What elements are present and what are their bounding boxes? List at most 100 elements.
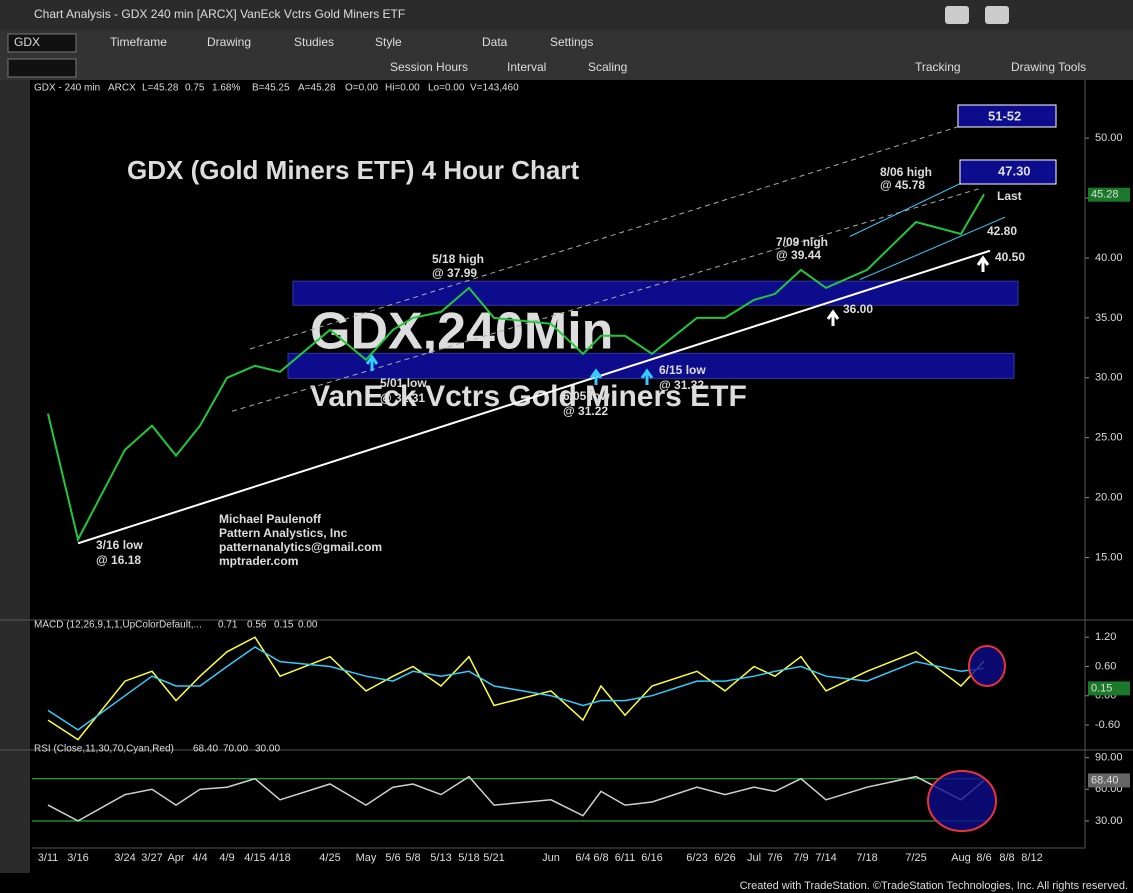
chart-title: GDX (Gold Miners ETF) 4 Hour Chart <box>127 155 579 185</box>
annotation: 8/06 high <box>880 165 932 179</box>
y-tick-label: -0.60 <box>1095 719 1120 731</box>
x-tick-label: 8/6 <box>976 852 991 864</box>
x-tick-label: May <box>356 852 377 864</box>
x-tick-label: 5/13 <box>430 852 451 864</box>
annotation: 3/16 low <box>96 538 143 552</box>
y-tick-label: 15.00 <box>1095 551 1123 563</box>
header-field: V=143,460 <box>470 83 519 94</box>
x-tick-label: 4/15 <box>244 852 265 864</box>
annotation: @ 39.44 <box>776 248 821 262</box>
arrow <box>976 255 990 272</box>
tool-item[interactable]: Scaling <box>588 60 627 74</box>
x-tick-label: Jun <box>542 852 560 864</box>
link-button[interactable] <box>985 6 1009 24</box>
annotation: @ 37.99 <box>432 266 477 280</box>
y-tick-label: 30.00 <box>1095 815 1123 827</box>
arrow <box>826 309 840 326</box>
s-button[interactable] <box>945 6 969 24</box>
target-label: 36.00 <box>843 302 873 316</box>
annotation: 5/18 high <box>432 252 484 266</box>
support-trendline <box>77 249 991 545</box>
x-tick-label: 7/6 <box>767 852 782 864</box>
header-field: GDX - 240 min <box>34 83 100 94</box>
arrow <box>589 368 603 385</box>
x-tick-label: 7/14 <box>815 852 836 864</box>
window-title: Chart Analysis - GDX 240 min [ARCX] VanE… <box>34 7 405 21</box>
target-label: 47.30 <box>998 163 1031 178</box>
status-bar <box>0 873 1133 893</box>
upper-channel <box>249 125 961 350</box>
x-tick-label: 7/25 <box>905 852 926 864</box>
interval-box[interactable] <box>7 58 77 78</box>
header-field: Hi=0.00 <box>385 83 420 94</box>
toolbar <box>0 30 1133 80</box>
x-tick-label: 5/18 <box>458 852 479 864</box>
legend-item: 68.40 <box>193 744 218 755</box>
x-tick-label: 6/16 <box>641 852 662 864</box>
header-field: A=45.28 <box>298 83 336 94</box>
y-tick-label: 20.00 <box>1095 491 1123 503</box>
y-tick-label: 25.00 <box>1095 432 1123 444</box>
x-tick-label: 3/11 <box>38 852 59 864</box>
y-tick-label: 50.00 <box>1095 132 1123 144</box>
x-tick-label: 3/16 <box>67 852 88 864</box>
annotation: @ 31.32 <box>659 378 704 392</box>
header-field: Lo=0.00 <box>428 83 465 94</box>
series-line <box>47 646 985 731</box>
x-tick-label: 4/4 <box>192 852 207 864</box>
annotation: @ 31.31 <box>380 391 425 405</box>
header-field: B=45.25 <box>252 83 290 94</box>
title-bar <box>0 0 1133 30</box>
annotation: @ 16.18 <box>96 553 141 567</box>
tool-item[interactable]: Tracking <box>915 60 961 74</box>
annotation: 6/05 low <box>563 389 610 403</box>
arrow <box>365 354 379 371</box>
x-tick-label: 6/11 <box>615 852 636 864</box>
x-tick-label: 6/26 <box>714 852 735 864</box>
menu-item[interactable]: Timeframe <box>110 35 167 49</box>
tool-item[interactable]: Session Hours <box>390 60 468 74</box>
series-line <box>47 193 985 543</box>
arrow <box>640 368 654 385</box>
x-tick-label: 5/21 <box>483 852 504 864</box>
x-tick-label: 5/8 <box>405 852 420 864</box>
menu-item[interactable]: Data <box>482 35 508 49</box>
side-toolbar <box>0 80 30 873</box>
cyan-channel-lower <box>859 216 1006 280</box>
x-tick-label: 4/9 <box>219 852 234 864</box>
last-value-box <box>1088 773 1130 788</box>
legend-item: RSI (Close,11,30,70,Cyan,Red) <box>34 744 174 755</box>
highlight-circle <box>968 645 1006 687</box>
x-tick-label: 6/8 <box>593 852 608 864</box>
annotation: @ 45.78 <box>880 178 925 192</box>
last-value-box <box>1088 681 1130 696</box>
menu-item[interactable]: Style <box>375 35 402 49</box>
tool-item[interactable]: Interval <box>507 60 546 74</box>
header-field: L=45.28 <box>142 83 179 94</box>
x-tick-label: 5/6 <box>385 852 400 864</box>
menu-item[interactable]: Studies <box>294 35 334 49</box>
mid-channel <box>231 187 981 412</box>
watermark-name: VanEck Vctrs Gold Miners ETF <box>310 380 747 413</box>
x-tick-label: 6/23 <box>686 852 707 864</box>
y-tick-label: 30.00 <box>1095 372 1123 384</box>
menu-item[interactable]: Settings <box>550 35 593 49</box>
annotation: 6/15 low <box>659 363 706 377</box>
tool-item[interactable]: Drawing Tools <box>1011 60 1086 74</box>
header-field: ARCX <box>108 83 136 94</box>
series-line <box>47 636 985 741</box>
x-tick-label: 4/18 <box>269 852 290 864</box>
x-tick-label: 8/12 <box>1021 852 1042 864</box>
header-field: 0.75 <box>185 83 205 94</box>
header-field: 1.68% <box>212 83 240 94</box>
x-tick-label: Apr <box>167 852 184 864</box>
x-tick-label: 4/25 <box>319 852 340 864</box>
x-tick-label: 8/8 <box>999 852 1014 864</box>
y-tick-label: 40.00 <box>1095 252 1123 264</box>
last-value-box <box>1088 187 1130 202</box>
target-label: Last <box>997 189 1022 203</box>
symbol-box[interactable] <box>7 33 77 53</box>
menu-item[interactable]: Drawing <box>207 35 251 49</box>
target-label: 40.50 <box>995 250 1025 264</box>
